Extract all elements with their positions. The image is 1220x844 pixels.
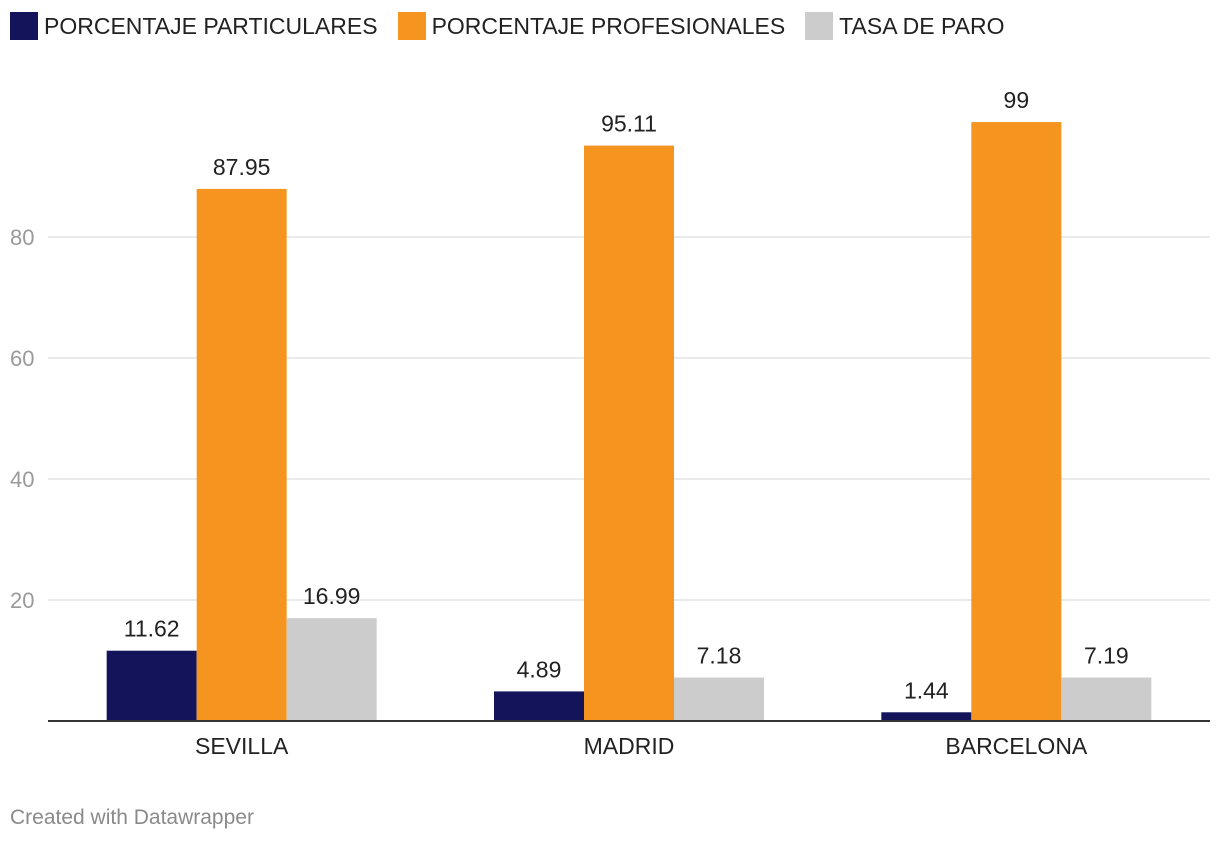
- bar-barcelona-tasa-de-paro: [1061, 677, 1152, 721]
- legend-label-profesionales: PORCENTAJE PROFESIONALES: [431, 12, 786, 39]
- legend-swatch-particulares: [10, 12, 38, 40]
- legend-item-particulares: PORCENTAJE PARTICULARES: [10, 12, 378, 40]
- legend-swatch-profesionales: [397, 12, 426, 40]
- legend-item-profesionales: PORCENTAJE PROFESIONALES: [397, 12, 786, 40]
- bar-sevilla-tasa-de-paro: [286, 618, 377, 721]
- legend-item-tasa-de-paro: TASA DE PARO: [805, 12, 1004, 40]
- data-label-madrid-tasa-de-paro: 7.18: [697, 643, 742, 669]
- bar-sevilla-porcentaje-profesionales: [196, 188, 287, 722]
- y-tick-label-80: 80: [10, 225, 34, 250]
- data-label-barcelona-porcentaje-particulares: 1.44: [904, 677, 949, 703]
- data-label-barcelona-tasa-de-paro: 7.19: [1084, 643, 1129, 669]
- bar-madrid-porcentaje-profesionales: [584, 145, 674, 722]
- credit-footer: Created with Datawrapper: [10, 806, 254, 829]
- data-label-sevilla-tasa-de-paro: 16.99: [303, 583, 361, 609]
- data-label-barcelona-porcentaje-profesionales: 99: [1004, 87, 1030, 113]
- y-tick-label-60: 60: [10, 346, 34, 371]
- data-label-madrid-porcentaje-particulares: 4.89: [517, 656, 562, 682]
- data-label-madrid-porcentaje-profesionales: 95.11: [601, 111, 657, 137]
- y-tick-label-20: 20: [10, 588, 34, 613]
- bar-chart: 20 40 60 80 11.62 87.95 16.99 SEVILLA 4.89 95.11 7…: [10, 87, 1210, 759]
- bar-madrid-tasa-de-paro: [674, 677, 764, 721]
- x-tick-label-barcelona: BARCELONA: [945, 733, 1088, 759]
- y-tick-label-40: 40: [10, 467, 34, 492]
- bar-barcelona-porcentaje-profesionales: [971, 122, 1062, 722]
- legend-swatch-tasa-de-paro: [805, 12, 834, 40]
- legend-label-particulares: PORCENTAJE PARTICULARES: [44, 12, 378, 39]
- bar-barcelona-porcentaje-particulares: [881, 712, 972, 721]
- legend-label-tasa-de-paro: TASA DE PARO: [839, 12, 1005, 39]
- chart-legend: PORCENTAJE PARTICULARES PORCENTAJE PROFE…: [10, 12, 1024, 40]
- data-label-sevilla-porcentaje-profesionales: 87.95: [213, 154, 271, 180]
- x-tick-label-sevilla: SEVILLA: [195, 733, 289, 759]
- data-label-sevilla-porcentaje-particulares: 11.62: [124, 616, 180, 642]
- bar-sevilla-porcentaje-particulares: [106, 650, 197, 721]
- x-tick-label-madrid: MADRID: [584, 733, 675, 759]
- bar-madrid-porcentaje-particulares: [494, 691, 584, 721]
